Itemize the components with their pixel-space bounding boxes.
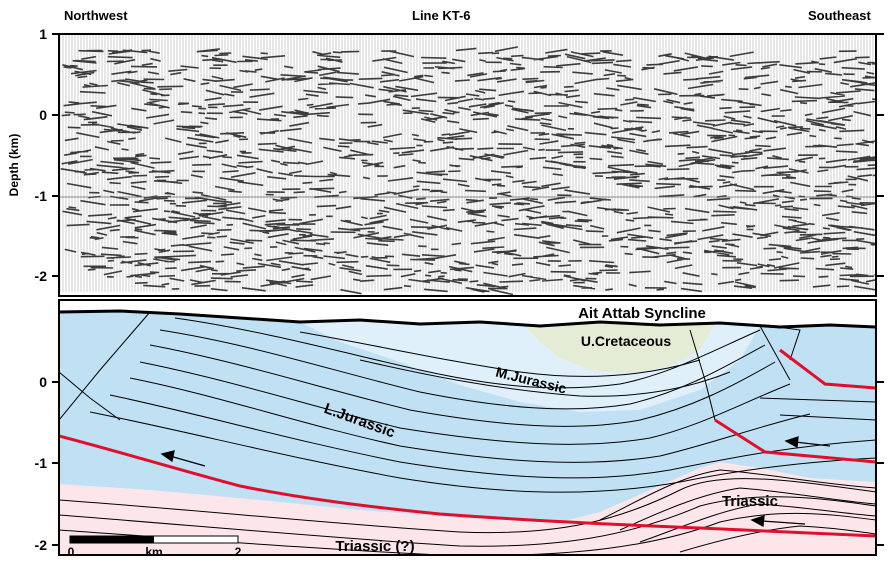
topography [59,309,876,329]
depth-axis-title: Depth (km) [7,134,21,197]
label-u-cretaceous: U.Cretaceous [581,333,671,349]
section-tick-0: 0 [39,374,47,390]
seismic-tick-neg1: -1 [35,188,48,204]
header-northwest: Northwest [64,8,128,23]
section-tick-neg1: -1 [35,455,48,471]
scale-unit: km [145,545,162,559]
u-cretaceous-unit [525,322,715,374]
section-tick-neg2: -2 [35,537,48,553]
scale-end: 2 [235,545,242,559]
scale-start: 0 [68,545,75,559]
label-triassic: Triassic [722,493,778,510]
label-ait-attab-syncline: Ait Attab Syncline [578,305,706,322]
header-line-title: Line KT-6 [412,8,471,23]
header-southeast: Southeast [808,8,871,23]
seismic-right-ticks [876,33,884,277]
red-thrust-faults [59,348,876,538]
black-faults [59,311,801,421]
seismic-left-ticks [52,33,59,277]
section-frame [58,299,877,556]
seismic-tick-0: 0 [39,107,47,123]
section-ticks [52,381,884,546]
seismic-tick-1: 1 [39,26,47,42]
scale-bar: 0 km 2 [68,535,242,559]
seismic-tick-neg2: -2 [35,268,48,284]
seismic-panel: 1 0 -1 -2 Depth (km) [7,26,884,297]
motion-arrows [160,436,831,528]
label-triassic-uncertain: Triassic (?) [335,538,414,555]
bedding-lines [59,317,876,555]
seismic-reflectors [60,46,876,296]
section-panel: 0 -1 -2 Ait Attab Syncline U.Cretaceous … [35,299,884,559]
seismic-frame [58,33,877,297]
